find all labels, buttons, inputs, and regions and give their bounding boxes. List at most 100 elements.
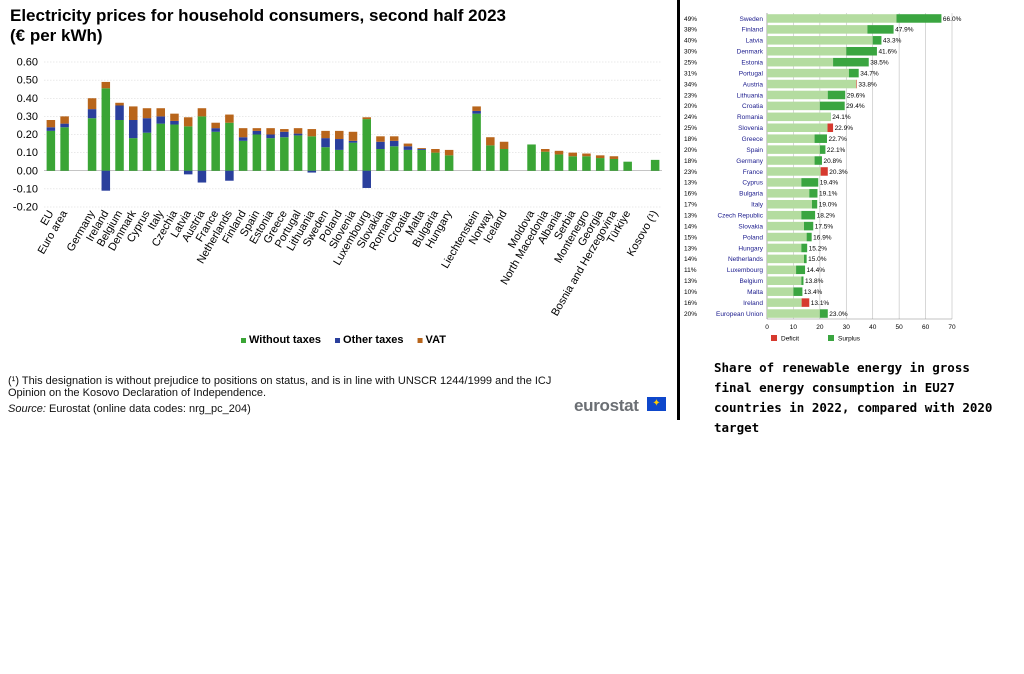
value-label: 13.8% bbox=[805, 278, 824, 285]
bar-segment bbox=[389, 140, 399, 147]
bar-segment bbox=[170, 113, 179, 121]
bar-base bbox=[767, 243, 802, 253]
value-label: 13.1% bbox=[811, 300, 830, 307]
bar-segment bbox=[87, 118, 97, 171]
bar-surplus bbox=[801, 210, 816, 220]
bar-segment bbox=[499, 141, 509, 149]
bar-base bbox=[767, 210, 802, 220]
y-tick-label: 0.30 bbox=[17, 111, 38, 123]
y-tick-label: 0.50 bbox=[17, 75, 38, 87]
bar-base bbox=[767, 36, 873, 45]
bar-base bbox=[767, 265, 797, 275]
category-label: Portugal bbox=[739, 70, 764, 77]
bar-segment bbox=[417, 149, 426, 171]
target-label: 13% bbox=[684, 180, 697, 187]
bar-segment bbox=[115, 102, 124, 106]
bar-base bbox=[767, 90, 828, 100]
target-label: 20% bbox=[684, 147, 697, 154]
value-label: 16.9% bbox=[813, 234, 832, 241]
x-tick-label: 10 bbox=[790, 324, 798, 331]
bar-surplus bbox=[809, 189, 818, 198]
target-label: 25% bbox=[684, 125, 697, 132]
bar-segment bbox=[486, 137, 495, 146]
category-label: Poland bbox=[743, 234, 764, 241]
bar-base bbox=[767, 134, 815, 143]
bar-base bbox=[767, 101, 820, 111]
category-label: Croatia bbox=[742, 103, 763, 110]
bar-base bbox=[767, 189, 810, 198]
bar-surplus bbox=[819, 101, 845, 111]
target-label: 18% bbox=[684, 136, 697, 143]
x-tick-label: 20 bbox=[816, 324, 824, 331]
category-label: Malta bbox=[747, 289, 763, 296]
bar-surplus bbox=[793, 287, 803, 296]
target-label: 17% bbox=[684, 202, 697, 209]
bar-segment bbox=[389, 146, 399, 171]
legend-swatch-deficit bbox=[771, 335, 777, 341]
category-label: Germany bbox=[736, 158, 763, 165]
target-label: 13% bbox=[684, 245, 697, 252]
bar-segment bbox=[101, 81, 111, 89]
bar-segment bbox=[183, 126, 193, 171]
bar-segment bbox=[362, 117, 371, 120]
value-label: 19.4% bbox=[820, 180, 839, 187]
bar-segment bbox=[335, 139, 344, 150]
bar-segment bbox=[321, 130, 330, 139]
bar-segment bbox=[431, 152, 440, 171]
bar-segment bbox=[197, 116, 207, 171]
bar-surplus bbox=[846, 46, 877, 56]
target-label: 38% bbox=[684, 27, 697, 34]
bar-surplus bbox=[896, 14, 942, 23]
category-label: Italy bbox=[751, 202, 764, 209]
bar-segment bbox=[472, 113, 481, 171]
bar-segment bbox=[335, 130, 344, 140]
category-label: France bbox=[743, 169, 764, 176]
bar-surplus bbox=[801, 243, 808, 253]
bar-segment bbox=[280, 129, 289, 132]
target-label: 20% bbox=[684, 311, 697, 318]
category-label: Estonia bbox=[741, 59, 763, 66]
value-label: 34.7% bbox=[860, 70, 879, 77]
category-label: Finland bbox=[742, 27, 764, 34]
bar-surplus bbox=[848, 68, 859, 78]
legend-label: VAT bbox=[426, 334, 447, 346]
target-label: 16% bbox=[684, 300, 697, 307]
bar-segment bbox=[225, 122, 234, 171]
bar-surplus bbox=[801, 178, 819, 187]
category-label: Lithuania bbox=[737, 92, 764, 99]
price-stacked-bar-chart: 0.600.500.400.300.200.100.00-0.10-0.20 E… bbox=[13, 57, 662, 346]
bar-base bbox=[767, 145, 820, 154]
bar-segment bbox=[156, 116, 165, 124]
bar-segment bbox=[568, 152, 577, 157]
bar-base bbox=[767, 167, 821, 176]
bar-segment bbox=[101, 170, 111, 191]
target-label: 49% bbox=[684, 16, 697, 23]
bar-segment bbox=[444, 155, 454, 171]
chart-subtitle: (€ per kWh) bbox=[10, 26, 103, 45]
bar-segment bbox=[431, 149, 440, 153]
x-tick-label: 0 bbox=[765, 324, 769, 331]
target-label: 24% bbox=[684, 114, 697, 121]
bar-segment bbox=[307, 129, 317, 137]
bar-segment bbox=[472, 110, 481, 114]
renewable-share-panel: Sweden 49% 66.0% Finland 38% 47.9% Latvia 40% 43… bbox=[684, 0, 1024, 420]
target-label: 11% bbox=[684, 267, 697, 274]
bar-surplus bbox=[811, 199, 818, 209]
legend-swatch bbox=[417, 338, 423, 343]
bar-segment bbox=[541, 149, 550, 152]
bar-segment bbox=[129, 120, 138, 139]
bar-surplus bbox=[814, 156, 822, 165]
bar-segment bbox=[623, 161, 632, 171]
bar-segment bbox=[417, 148, 426, 149]
bar-segment bbox=[499, 149, 509, 171]
bar-segment bbox=[183, 170, 193, 175]
bar-segment bbox=[266, 128, 275, 135]
bar-segment bbox=[403, 143, 413, 147]
bar-base bbox=[767, 79, 857, 89]
category-label: Bulgaria bbox=[739, 191, 763, 198]
bar-segment bbox=[321, 138, 330, 148]
bar-segment bbox=[197, 170, 207, 183]
category-label: Latvia bbox=[746, 38, 764, 45]
category-label: Netherlands bbox=[728, 256, 764, 263]
bar-segment bbox=[335, 149, 344, 171]
